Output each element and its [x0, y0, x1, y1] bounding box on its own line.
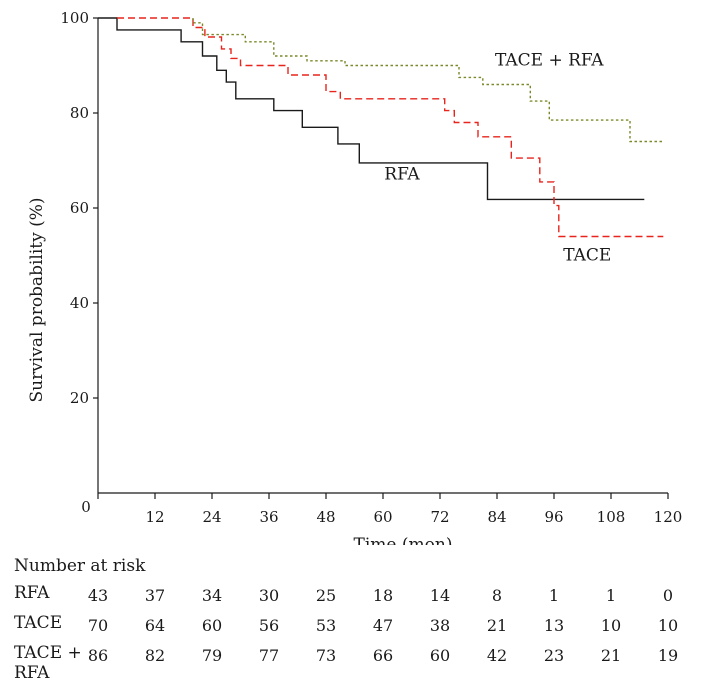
risk-cell: 14: [429, 586, 451, 605]
series-label: TACE: [563, 245, 611, 265]
y-tick-label: 40: [70, 294, 89, 312]
risk-cell: 53: [315, 616, 337, 635]
risk-cell: 8: [491, 586, 503, 605]
risk-cell: 38: [429, 616, 451, 635]
y-ticks: 20 40 60 80 100: [60, 9, 98, 407]
risk-cell: 21: [600, 646, 622, 665]
risk-cell: 37: [144, 586, 166, 605]
series-labels: RFA TACE TACE + RFA: [384, 51, 611, 266]
risk-cell: 79: [201, 646, 223, 665]
x-axis-label: Time (mon): [354, 535, 453, 545]
x-tick-label: 72: [430, 508, 449, 526]
series-line-tace: [117, 17, 664, 238]
series-label: TACE + RFA: [495, 51, 604, 71]
y-tick-label: 60: [70, 199, 89, 217]
risk-cell: 86: [87, 646, 109, 665]
x-tick-label: 60: [373, 508, 392, 526]
risk-cell: 82: [144, 646, 166, 665]
x-tick-label: 120: [654, 508, 683, 526]
y-tick-label: 80: [70, 104, 89, 122]
risk-row-label: TACE + RFA: [14, 643, 82, 683]
risk-cell: 64: [144, 616, 166, 635]
y-tick-label: 20: [70, 389, 89, 407]
risk-cell: 70: [87, 616, 109, 635]
x-ticks: 0 12 24 36 48 60 72 84 96 108 120: [81, 493, 682, 526]
risk-cell: 66: [372, 646, 394, 665]
risk-cell: 60: [429, 646, 451, 665]
x-tick-label: 96: [544, 508, 563, 526]
risk-cell: 42: [486, 646, 508, 665]
series-layer: [98, 17, 664, 238]
x-tick-label: 12: [145, 508, 164, 526]
survival-chart: 20 40 60 80 100 0 12 24 36 48 60 72 84 96 108 120 RFA T…: [27, 9, 682, 545]
series-line-rfa: [98, 17, 645, 201]
risk-table-title: Number at risk: [14, 556, 146, 576]
risk-row-label: TACE: [14, 613, 63, 633]
x-tick-label: 24: [202, 508, 221, 526]
risk-cell: 56: [258, 616, 280, 635]
risk-cell: 1: [548, 586, 560, 605]
risk-cell: 60: [201, 616, 223, 635]
series-line-tace-rfa: [192, 18, 664, 143]
risk-cell: 13: [543, 616, 565, 635]
risk-cell: 18: [372, 586, 394, 605]
risk-cell: 25: [315, 586, 337, 605]
x-tick-label: 108: [597, 508, 626, 526]
x-tick-label: 36: [259, 508, 278, 526]
risk-cell: 34: [201, 586, 223, 605]
risk-cell: 19: [657, 646, 679, 665]
y-tick-label: 100: [60, 9, 89, 27]
risk-cell: 21: [486, 616, 508, 635]
x-tick-label: 48: [316, 508, 335, 526]
risk-cell: 47: [372, 616, 394, 635]
risk-cell: 77: [258, 646, 280, 665]
x-tick-label: 0: [81, 498, 91, 516]
risk-cell: 43: [87, 586, 109, 605]
risk-cell: 0: [662, 586, 674, 605]
risk-cell: 1: [605, 586, 617, 605]
risk-cell: 30: [258, 586, 280, 605]
risk-cell: 10: [600, 616, 622, 635]
series-label: RFA: [384, 165, 420, 185]
y-axis-label: Survival probability (%): [27, 197, 47, 402]
risk-cell: 10: [657, 616, 679, 635]
x-tick-label: 84: [487, 508, 506, 526]
risk-cell: 73: [315, 646, 337, 665]
risk-row-label: RFA: [14, 583, 50, 603]
risk-cell: 23: [543, 646, 565, 665]
